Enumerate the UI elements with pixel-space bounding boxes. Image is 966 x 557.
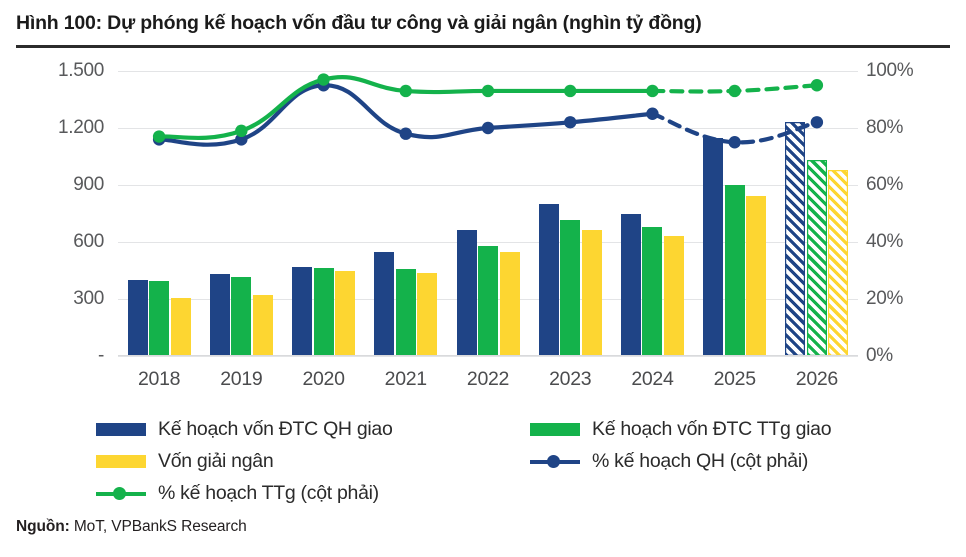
bar bbox=[170, 298, 191, 356]
bar bbox=[231, 277, 252, 356]
y2-axis-tick-label: 80% bbox=[866, 117, 904, 138]
bar bbox=[806, 160, 827, 356]
line-marker bbox=[399, 84, 412, 98]
legend-label: % kế hoạch TTg (cột phải) bbox=[158, 482, 379, 504]
bar bbox=[663, 236, 684, 356]
bar bbox=[252, 295, 273, 356]
bar bbox=[642, 226, 663, 356]
line-marker bbox=[399, 127, 412, 140]
gridline bbox=[118, 71, 858, 72]
page-title: Hình 100: Dự phóng kế hoạch vốn đầu tư c… bbox=[16, 12, 702, 34]
line-marker bbox=[235, 133, 248, 146]
legend-item[interactable]: % kế hoạch QH (cột phải) bbox=[530, 450, 808, 473]
bar bbox=[746, 196, 767, 356]
bar bbox=[417, 273, 438, 356]
line-marker bbox=[317, 73, 330, 86]
line-series-layer bbox=[152, 73, 824, 149]
legend-item[interactable]: % kế hoạch TTg (cột phải) bbox=[96, 482, 379, 505]
legend-item[interactable]: Kế hoạch vốn ĐTC TTg giao bbox=[530, 418, 832, 441]
bar bbox=[313, 267, 334, 356]
source-note: Nguồn: MoT, VPBankS Research bbox=[16, 518, 247, 536]
x-axis-tick-label: 2025 bbox=[713, 368, 756, 390]
left-axis: 1.500 1.200 900 600 300 - bbox=[0, 60, 104, 366]
legend-swatch bbox=[96, 423, 146, 436]
x-axis-tick-label: 2018 bbox=[138, 368, 181, 390]
line-marker bbox=[564, 84, 577, 98]
legend-swatch bbox=[530, 423, 580, 436]
legend-item[interactable]: Kế hoạch vốn ĐTC QH giao bbox=[96, 418, 393, 441]
line-marker bbox=[152, 130, 166, 143]
legend-item[interactable]: Vốn giải ngân bbox=[96, 450, 274, 473]
line-marker bbox=[235, 124, 248, 138]
bar bbox=[499, 252, 520, 356]
y-axis-tick-label: 900 bbox=[73, 174, 104, 195]
y2-axis-tick-label: 20% bbox=[866, 288, 904, 309]
x-axis-tick-label: 2024 bbox=[631, 368, 674, 390]
right-axis: 100% 80% 60% 40% 20% 0% bbox=[866, 60, 962, 366]
bar bbox=[456, 229, 477, 356]
bar bbox=[395, 268, 416, 356]
y2-axis-tick-label: 60% bbox=[866, 174, 904, 195]
x-axis-tick-label: 2026 bbox=[795, 368, 838, 390]
bar bbox=[724, 185, 745, 356]
line-marker bbox=[646, 107, 659, 120]
y2-axis-tick-label: 100% bbox=[866, 60, 914, 81]
plot-area bbox=[118, 71, 858, 357]
source-text: MoT, VPBankS Research bbox=[73, 518, 247, 535]
bar bbox=[538, 204, 559, 356]
legend-dot bbox=[113, 487, 126, 500]
bar bbox=[127, 280, 148, 356]
line-marker bbox=[481, 84, 495, 98]
title-divider bbox=[16, 45, 950, 48]
gridline bbox=[118, 356, 858, 357]
line-marker bbox=[481, 121, 495, 135]
x-axis-tick-label: 2022 bbox=[466, 368, 510, 390]
x-axis-tick-label: 2021 bbox=[384, 368, 427, 390]
bar bbox=[703, 137, 724, 356]
bar bbox=[335, 270, 356, 356]
line-marker bbox=[728, 136, 741, 149]
legend-dot bbox=[547, 455, 560, 468]
legend-line-marker-icon bbox=[530, 455, 580, 468]
bar bbox=[581, 229, 602, 356]
legend-label: Kế hoạch vốn ĐTC QH giao bbox=[158, 418, 393, 440]
source-label: Nguồn: bbox=[16, 518, 70, 535]
legend-label: % kế hoạch QH (cột phải) bbox=[592, 450, 809, 472]
line-marker bbox=[728, 84, 741, 98]
line-marker bbox=[646, 84, 659, 98]
bar bbox=[560, 220, 581, 356]
gridline bbox=[118, 242, 858, 243]
bar bbox=[149, 280, 170, 356]
bar bbox=[209, 274, 230, 356]
y-axis-tick-label: 300 bbox=[73, 288, 104, 309]
y-axis-tick-label: 1.200 bbox=[57, 117, 104, 138]
x-axis-labels: 2018 2019 2020 2021 2022 2023 2024 2025 2026 bbox=[118, 368, 858, 400]
y-axis-tick-label: 1.500 bbox=[57, 60, 104, 81]
bar bbox=[292, 266, 313, 356]
y-axis-tick-label: - bbox=[97, 345, 104, 366]
y2-axis-tick-label: 40% bbox=[866, 231, 904, 252]
legend-label: Vốn giải ngân bbox=[158, 450, 274, 472]
bar bbox=[374, 251, 395, 356]
chart-legend: Kế hoạch vốn ĐTC QH giao Kế hoạch vốn ĐTC… bbox=[0, 412, 966, 505]
x-axis-baseline bbox=[118, 354, 858, 356]
x-axis-tick-label: 2023 bbox=[549, 368, 592, 390]
x-axis-tick-label: 2019 bbox=[220, 368, 263, 390]
y-axis-tick-label: 600 bbox=[73, 231, 104, 252]
gridline bbox=[118, 185, 858, 186]
line-marker bbox=[564, 116, 577, 129]
line-marker bbox=[810, 116, 824, 129]
line-marker bbox=[810, 79, 824, 92]
bar bbox=[478, 245, 498, 356]
legend-label: Kế hoạch vốn ĐTC TTg giao bbox=[592, 418, 832, 440]
bar bbox=[620, 213, 641, 356]
x-axis-tick-label: 2020 bbox=[302, 368, 345, 390]
y2-axis-tick-label: 0% bbox=[866, 345, 893, 366]
legend-line-marker-icon bbox=[96, 487, 146, 500]
legend-swatch bbox=[96, 455, 146, 468]
bar bbox=[785, 122, 806, 356]
bar bbox=[828, 169, 849, 356]
